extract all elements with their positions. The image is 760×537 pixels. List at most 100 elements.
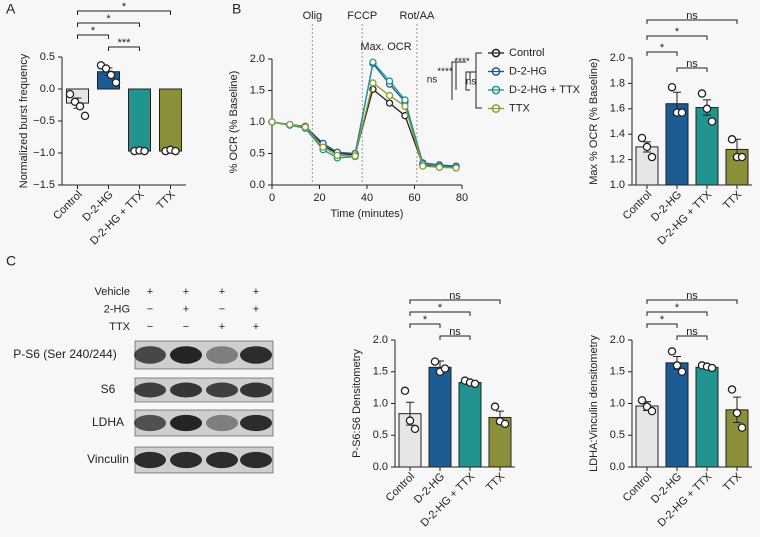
event-label: Olig xyxy=(303,10,323,22)
y-tick-label: 2.0 xyxy=(373,334,388,346)
data-point xyxy=(171,146,180,156)
y-tick-label: 0.0 xyxy=(40,83,55,95)
y-tick-label: 2.0 xyxy=(610,52,625,64)
significance-label: ns xyxy=(686,290,698,302)
y-axis-label: % OCR (% Baseline) xyxy=(228,71,240,174)
y-tick-label: −1.0 xyxy=(33,147,55,159)
data-point xyxy=(470,379,480,389)
series-marker xyxy=(385,77,394,85)
blot-band xyxy=(134,414,166,432)
series-marker xyxy=(319,143,327,151)
condition-sign: − xyxy=(147,303,153,315)
data-point xyxy=(667,347,677,356)
y-tick-label: 0.0 xyxy=(610,461,625,473)
blot-band xyxy=(170,451,202,469)
significance-bracket xyxy=(646,311,708,316)
y-tick-label: 0.5 xyxy=(250,147,265,159)
panel-label: A xyxy=(6,1,16,17)
legend-label: D-2-HG + TTX xyxy=(509,84,581,96)
condition-sign: − xyxy=(219,303,225,315)
significance-bracket xyxy=(646,35,708,40)
data-point xyxy=(400,386,410,396)
significance-label: * xyxy=(423,314,428,326)
significance-bracket xyxy=(439,335,471,340)
y-axis-label: P-S6:S6 Densitometry xyxy=(351,349,363,458)
significance-label: * xyxy=(438,302,443,314)
y-tick-label: 0.0 xyxy=(373,461,388,473)
band-label: S6 xyxy=(101,382,116,396)
significance-label: * xyxy=(660,314,665,326)
data-point xyxy=(642,142,652,152)
condition-sign: + xyxy=(253,321,259,333)
significance-bracket xyxy=(676,335,708,340)
blot-band xyxy=(206,451,238,469)
annotation: Max. OCR xyxy=(360,41,411,53)
series-marker xyxy=(351,152,359,160)
condition-label: Vehicle xyxy=(95,286,130,298)
y-tick-label: 1.5 xyxy=(610,366,625,378)
data-point xyxy=(727,385,737,394)
data-point xyxy=(111,78,121,87)
y-tick-label: 1.4 xyxy=(610,128,625,140)
blot-band xyxy=(240,414,272,432)
data-point xyxy=(430,357,440,366)
bar xyxy=(458,382,482,468)
data-point xyxy=(75,102,85,111)
y-tick-label: 0.5 xyxy=(610,429,625,441)
x-tick-label: 80 xyxy=(456,192,468,204)
data-point xyxy=(667,82,677,92)
significance-label: * xyxy=(91,25,96,37)
series-marker xyxy=(385,99,394,107)
data-point xyxy=(80,111,90,121)
significance-label: * xyxy=(106,13,111,25)
significance-bracket xyxy=(77,22,140,27)
series-marker xyxy=(333,151,341,160)
significance-label: **** xyxy=(454,57,470,68)
condition-sign: + xyxy=(253,303,259,315)
data-point xyxy=(737,423,747,432)
y-tick-label: 2.0 xyxy=(250,53,265,65)
condition-sign: + xyxy=(219,286,225,298)
y-tick-label: 0.0 xyxy=(250,179,265,191)
x-tick-label: 60 xyxy=(408,192,420,204)
series-marker xyxy=(419,162,427,170)
blot-band xyxy=(206,382,238,398)
series-marker xyxy=(286,120,294,129)
data-point xyxy=(637,396,647,405)
significance-label: ns xyxy=(449,326,461,338)
significance-label: ns xyxy=(427,75,438,86)
data-point xyxy=(101,64,111,73)
significance-bracket xyxy=(77,10,171,15)
data-point xyxy=(697,89,707,98)
significance-bracket xyxy=(409,311,471,316)
data-point xyxy=(732,408,742,418)
blot-band xyxy=(134,346,166,364)
y-tick-label: 1.2 xyxy=(610,154,625,166)
significance-bracket xyxy=(77,34,109,39)
condition-sign: + xyxy=(253,286,259,298)
data-point xyxy=(737,152,747,162)
y-tick-label: 1.0 xyxy=(610,397,625,409)
significance-bracket xyxy=(676,67,708,72)
legend-label: TTX xyxy=(509,102,530,114)
blot-band xyxy=(134,451,166,469)
blot-band xyxy=(240,382,272,398)
blot-band xyxy=(170,414,202,432)
data-point xyxy=(637,133,647,143)
data-point xyxy=(702,104,712,114)
blot-band xyxy=(170,382,202,398)
condition-sign: + xyxy=(219,321,225,333)
x-tick-label: 40 xyxy=(361,192,373,204)
series-marker xyxy=(435,163,444,172)
blot-band xyxy=(240,451,272,469)
legend-label: D-2-HG xyxy=(509,65,547,77)
data-point xyxy=(672,361,682,370)
y-axis-label: Max % OCR (% Baseline) xyxy=(588,58,600,185)
bar xyxy=(128,88,151,152)
significance-label: ns xyxy=(686,58,698,70)
y-tick-label: 1.0 xyxy=(250,116,265,128)
bar xyxy=(635,146,659,186)
significance-bracket xyxy=(108,46,140,51)
series-marker xyxy=(369,58,377,66)
y-tick-label: 0.5 xyxy=(40,51,55,63)
